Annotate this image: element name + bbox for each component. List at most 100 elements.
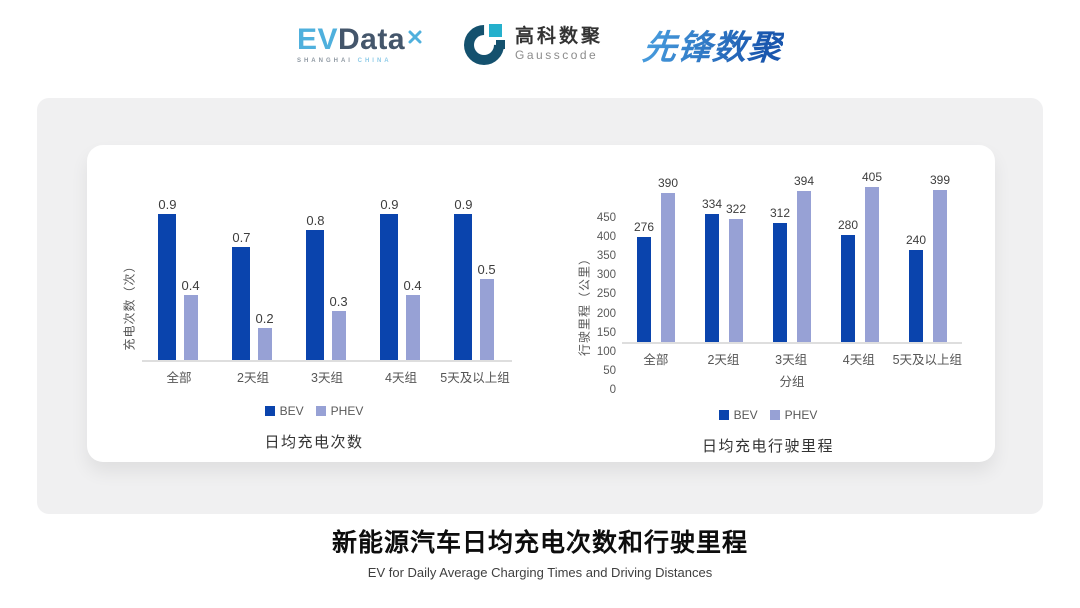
- category-axis: 全部 2天组 3天组 4天组 5天及以上组: [142, 362, 512, 386]
- chart-driving-distance: 行驶里程（公里） 0 50 100 150 200 250 300 350 400 450 276…: [541, 145, 995, 462]
- bar-group: 0.9 0.4: [142, 197, 216, 360]
- bar-wrap: 322: [726, 170, 746, 342]
- y-tick-label: 100: [596, 345, 616, 358]
- bar-phev: [865, 187, 880, 342]
- bar-group: 0.9 0.4: [364, 197, 438, 360]
- logo-bar: EV Data SHANGHAI CHINA 高科数聚: [0, 16, 1080, 73]
- bar-wrap: 0.3: [330, 198, 348, 360]
- bar-phev: [933, 189, 948, 342]
- y-tick-label: 150: [596, 326, 616, 339]
- bar-bev: [772, 222, 787, 342]
- chart-charging-times: 充电次数（次） 0.9 0.4 0.7 0.2 0.8 0.3 0.9 0.4 0.9 0.5 全…: [87, 145, 541, 462]
- bar-bev: [306, 230, 325, 360]
- category-label: 3天组: [775, 353, 808, 367]
- plot-column: 276 390 334 322 312 394 280 405 240 399 全部 2天组 3天组 4…: [622, 170, 962, 390]
- y-tick-label: 0: [609, 384, 616, 396]
- legend-swatch: [718, 410, 729, 420]
- bar-wrap: 0.8: [306, 198, 325, 360]
- gausscode-en-name: Gausscode: [515, 48, 599, 62]
- bar-value-label: 0.4: [403, 278, 422, 294]
- bar-bev: [636, 236, 651, 342]
- bar-phev: [479, 279, 494, 360]
- evdata-logo: EV Data SHANGHAI CHINA: [297, 25, 423, 64]
- legend-label: PHEV: [330, 404, 364, 418]
- content-panel: 充电次数（次） 0.9 0.4 0.7 0.2 0.8 0.3 0.9 0.4 0.9 0.5 全…: [37, 98, 1043, 514]
- bar-phev: [797, 191, 812, 342]
- category-axis: 全部 2天组 3天组 4天组 5天及以上组: [622, 344, 962, 368]
- y-axis-label: 充电次数（次）: [122, 259, 137, 351]
- legend-item-phev: PHEV: [315, 404, 364, 418]
- y-axis-ticks: 0 50 100 150 200 250 300 350 400 450: [594, 212, 622, 396]
- category-label: 5天及以上组: [892, 353, 963, 367]
- category-label: 2天组: [707, 353, 740, 367]
- legend-label: BEV: [279, 404, 304, 418]
- bar-value-label: 0.4: [181, 278, 200, 294]
- main-subtitle: EV for Daily Average Charging Times and …: [367, 565, 713, 580]
- main-title: 新能源汽车日均充电次数和行驶里程: [331, 529, 748, 557]
- y-axis-label-box: 行驶里程（公里）: [574, 218, 594, 390]
- evdata-subtitle-shanghai: SHANGHAI: [296, 58, 353, 64]
- y-tick-label: 450: [596, 212, 616, 224]
- evdata-subtitle: SHANGHAI CHINA: [297, 58, 392, 64]
- bar-group: 0.7 0.2: [216, 198, 290, 360]
- bar-wrap: 405: [862, 170, 882, 342]
- y-tick-label: 50: [603, 364, 616, 377]
- y-tick-label: 400: [596, 231, 616, 244]
- bar-bev: [704, 214, 719, 342]
- gausscode-cn-name: 高科数聚: [515, 26, 604, 47]
- footer-title-block: 新能源汽车日均充电次数和行驶里程 EV for Daily Average Ch…: [0, 528, 1080, 580]
- bar-wrap: 0.7: [232, 198, 251, 360]
- bar-bev: [232, 246, 251, 360]
- y-tick-label: 350: [596, 250, 616, 263]
- gausscode-g-icon: [455, 16, 513, 73]
- legend-label: PHEV: [784, 408, 818, 422]
- bar-phev: [183, 295, 198, 360]
- bar-group: 240 399: [894, 170, 962, 342]
- xianfeng-logo: 先锋数聚: [640, 20, 785, 69]
- plot-area: 0.9 0.4 0.7 0.2 0.8 0.3 0.9 0.4 0.9 0.5: [142, 197, 512, 362]
- plot-row: 充电次数（次） 0.9 0.4 0.7 0.2 0.8 0.3 0.9 0.4 0.9 0.5 全…: [116, 197, 512, 386]
- charts-card: 充电次数（次） 0.9 0.4 0.7 0.2 0.8 0.3 0.9 0.4 0.9 0.5 全…: [87, 145, 995, 462]
- plot-row: 行驶里程（公里） 0 50 100 150 200 250 300 350 400 450 276…: [574, 170, 963, 396]
- bar-wrap: 0.2: [256, 198, 274, 360]
- bar-value-label: 390: [658, 175, 679, 190]
- bar-group: 276 390: [622, 170, 690, 342]
- bar-wrap: 280: [838, 170, 858, 342]
- legend-item-bev: BEV: [718, 408, 758, 422]
- legend-item-bev: BEV: [264, 404, 304, 418]
- legend-label: BEV: [733, 408, 758, 422]
- gausscode-text: 高科数聚 Gausscode: [515, 26, 603, 63]
- legend-swatch: [264, 406, 275, 416]
- y-tick-label: 200: [596, 307, 616, 320]
- category-label: 全部: [166, 371, 192, 385]
- y-axis-label: 行驶里程（公里）: [577, 251, 592, 357]
- bar-wrap: 334: [702, 170, 722, 342]
- gausscode-cyan-square: [489, 23, 503, 37]
- bar-phev: [257, 327, 272, 360]
- bar-bev: [454, 214, 473, 360]
- category-label: 3天组: [311, 371, 343, 385]
- category-label: 4天组: [385, 371, 417, 385]
- bar-bev: [908, 250, 923, 342]
- bar-value-label: 0.2: [255, 310, 274, 326]
- bar-value-label: 0.9: [380, 197, 399, 213]
- category-label: 2天组: [237, 371, 269, 385]
- evdata-subtitle-china: CHINA: [357, 58, 392, 64]
- bar-wrap: 394: [794, 170, 814, 342]
- bar-value-label: 312: [769, 205, 790, 220]
- bar-value-label: 405: [862, 170, 883, 185]
- bar-wrap: 0.5: [478, 198, 496, 360]
- chart-legend: BEV PHEV: [718, 408, 818, 422]
- chart-title: 日均充电次数: [264, 434, 364, 451]
- gausscode-dark-square: [496, 39, 506, 49]
- bar-wrap: 390: [658, 170, 678, 342]
- bar-phev: [661, 192, 676, 342]
- gausscode-logo: 高科数聚 Gausscode: [455, 16, 603, 73]
- evdata-data-text: Data: [337, 23, 406, 56]
- chart-title: 日均充电行驶里程: [701, 438, 834, 455]
- bar-wrap: 0.9: [380, 197, 399, 360]
- category-label: 4天组: [842, 353, 875, 367]
- chart-legend: BEV PHEV: [264, 404, 364, 418]
- bar-value-label: 0.3: [329, 294, 348, 310]
- bar-phev: [331, 311, 346, 360]
